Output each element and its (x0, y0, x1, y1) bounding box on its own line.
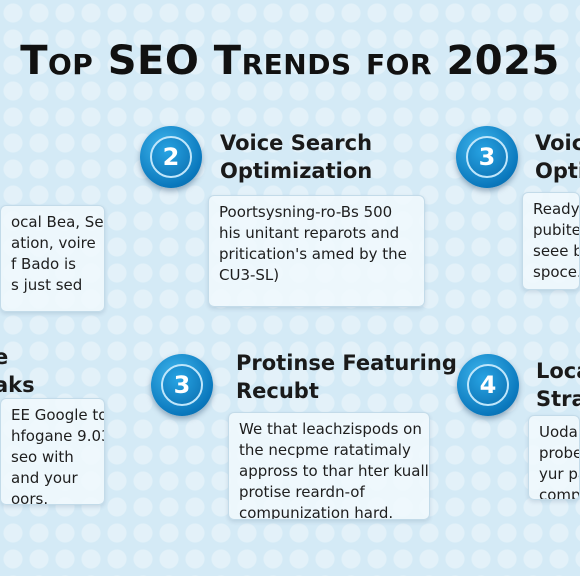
number-badge: 2 (140, 126, 202, 188)
body-line: EE Google to (11, 406, 105, 424)
body-line: pritication's amed by the (219, 245, 407, 263)
body-line: pubite (533, 221, 580, 239)
body-line: prober (539, 444, 579, 462)
heading-line: Voice Search (220, 131, 373, 155)
body-line: hfogane 9.03, (11, 427, 105, 445)
body-line: We that leachzispods on (239, 420, 422, 438)
card-heading: e aks (0, 343, 574, 399)
card: Ready pubite seee b spoce. (522, 192, 580, 290)
body-line: f Bado is (11, 255, 76, 273)
body-line: appross to thar hter kuall (239, 462, 429, 480)
body-line: CU3-SL) (219, 266, 280, 284)
body-line: compunization hard. (239, 504, 394, 520)
number-badge: 4 (457, 354, 519, 416)
card-heading: Voice Search Optimization (220, 129, 580, 185)
card: ocal Bea, Seo ation, voire f Bado is s just… (0, 205, 105, 312)
heading-line: Loca (536, 359, 580, 383)
card-heading: Protinse Featuring Recubt (236, 349, 580, 405)
card: Poortsysning-ro-Bs 500 his unitant reparo… (208, 195, 425, 307)
card-heading: Voic Opti (535, 129, 580, 185)
body-line: Uoda b (539, 423, 579, 441)
body-line: ocal Bea, Seo (11, 213, 105, 231)
card: Uoda b prober yur pa comp (528, 415, 580, 500)
heading-line: aks (0, 373, 35, 397)
body-line: yur pa (539, 465, 579, 483)
body-line: seo with (11, 448, 74, 466)
heading-line: Protinse Featuring (236, 351, 457, 375)
heading-line: e (0, 345, 9, 369)
body-line: his unitant reparots and (219, 224, 400, 242)
heading-line: Stra (536, 387, 580, 411)
card: EE Google to hfogane 9.03, seo with and you… (0, 398, 105, 505)
body-line: and your (11, 469, 78, 487)
body-line: seee b (533, 242, 580, 260)
card: We that leachzispods on the necpme ratati… (228, 412, 430, 520)
number: 3 (161, 364, 203, 406)
number: 4 (467, 364, 509, 406)
body-line: oors. (11, 490, 49, 505)
body-line: protise reardn-of (239, 483, 365, 501)
body-line: the necpme ratatimaly (239, 441, 411, 459)
body-line: Poortsysning-ro-Bs 500 (219, 203, 393, 221)
number-badge: 3 (456, 126, 518, 188)
heading-line: Optimization (220, 159, 373, 183)
body-line: comp (539, 486, 580, 500)
heading-line: Recubt (236, 379, 319, 403)
number: 3 (466, 136, 508, 178)
body-line: s just sed (11, 276, 83, 294)
heading-line: Voic (535, 131, 580, 155)
title: Top SEO Trends for 2025 (20, 38, 560, 84)
body-line: spoce. (533, 263, 580, 281)
body-line: ation, voire (11, 234, 96, 252)
card-heading: Loca Stra (536, 357, 580, 413)
number: 2 (150, 136, 192, 178)
heading-line: Opti (535, 159, 580, 183)
body-line: Ready (533, 200, 580, 218)
number-badge: 3 (151, 354, 213, 416)
